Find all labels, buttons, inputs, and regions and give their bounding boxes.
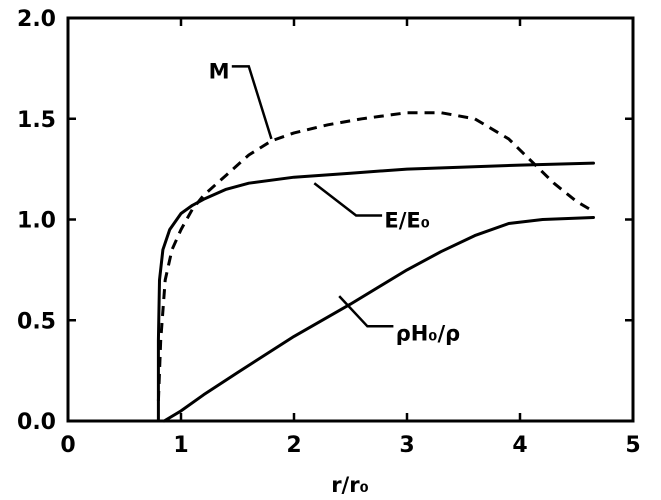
y-tick-label: 1.5 (17, 108, 56, 133)
series-group (156, 111, 595, 423)
x-tick-label: 1 (173, 433, 188, 458)
m-curve (156, 111, 595, 401)
e-ratio-curve (156, 161, 595, 423)
y-tick-label: 0.5 (17, 309, 56, 334)
y-tick-label: 1.0 (17, 209, 56, 234)
rho-ratio-label-leader (338, 295, 394, 328)
m-label-leader (231, 65, 273, 140)
x-tick-label: 3 (399, 433, 414, 458)
axis-ticks: 0 1 2 3 4 5 0.0 0.5 1.0 1.5 2.0 (17, 7, 641, 458)
label-leaders (231, 65, 394, 328)
y-tick-label: 2.0 (17, 7, 56, 32)
x-tick-label: 0 (60, 433, 75, 458)
x-tick-label: 5 (625, 433, 640, 458)
m-label: M (209, 59, 230, 83)
x-tick-label: 2 (286, 433, 301, 458)
x-tick-label: 4 (512, 433, 527, 458)
rho-ratio-label: ρH₀/ρ (396, 321, 461, 345)
e-ratio-label-leader (313, 182, 383, 217)
x-axis-label: r/r₀ (331, 473, 369, 497)
y-tick-label: 0.0 (17, 410, 56, 435)
e-ratio-label: E/E₀ (384, 209, 430, 233)
curve-labels: M E/E₀ ρH₀/ρ (209, 59, 461, 345)
rho-ratio-curve (162, 216, 595, 423)
